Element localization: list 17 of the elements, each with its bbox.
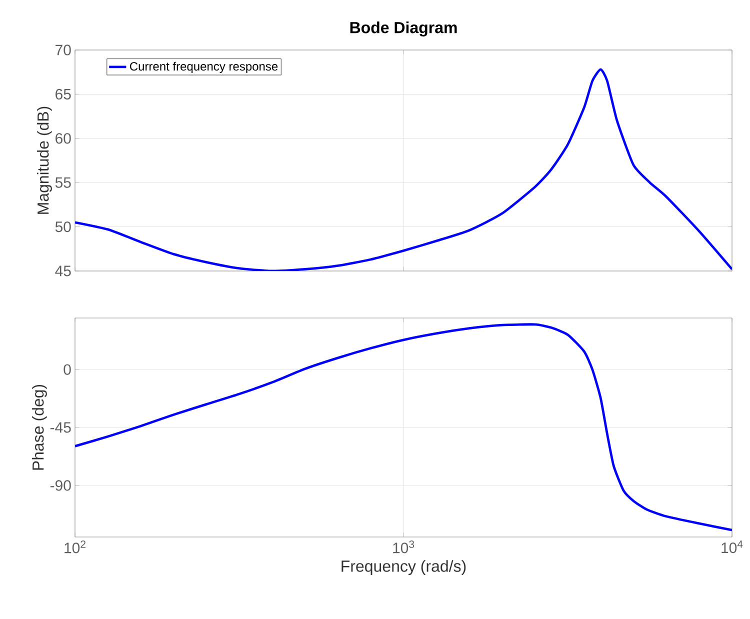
y-axis-title: Phase (deg) [32,384,47,470]
y-tick-label: 55 [55,177,71,188]
y-tick-label: 70 [56,44,71,56]
x-tick-label: 10$^{2}$ [64,540,86,554]
y-axis-title: Magnitude (dB) [37,106,52,214]
x-tick-label: 10$^{4}$ [722,540,743,554]
x-tick-label: 10$^{3}$ [393,540,414,554]
y-tick-label: -90 [50,480,71,491]
y-tick-label: 50 [55,221,71,232]
x-axis-title: Frequency (rad/s) [342,560,466,576]
legend-label: Current frequency response [130,62,278,74]
y-tick-label: 65 [56,88,71,100]
chart-title: Bode Diagram [350,21,457,36]
y-tick-label: 0 [64,364,71,375]
y-tick-label: -45 [50,422,71,433]
y-tick-label: 45 [55,266,71,276]
y-tick-label: 60 [56,133,71,144]
